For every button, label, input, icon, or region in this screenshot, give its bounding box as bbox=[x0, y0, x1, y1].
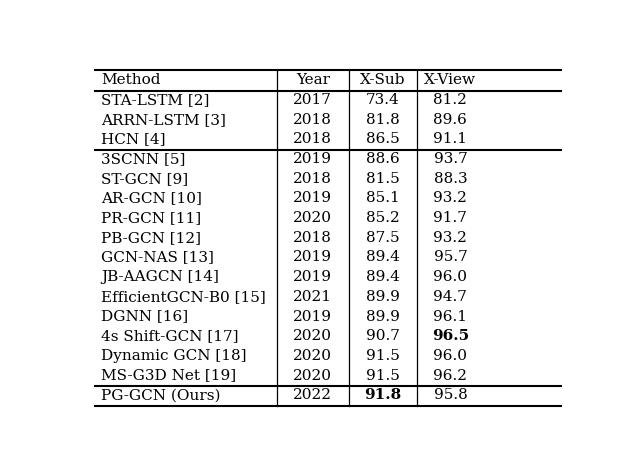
Text: 85.1: 85.1 bbox=[366, 192, 399, 205]
Text: 2018: 2018 bbox=[293, 113, 332, 127]
Text: 2022: 2022 bbox=[293, 388, 332, 402]
Text: 2019: 2019 bbox=[293, 192, 332, 205]
Text: 95.8: 95.8 bbox=[433, 388, 467, 402]
Text: 87.5: 87.5 bbox=[366, 231, 399, 245]
Text: 81.5: 81.5 bbox=[366, 172, 399, 186]
Text: 95.7: 95.7 bbox=[433, 251, 467, 264]
Text: 2018: 2018 bbox=[293, 231, 332, 245]
Text: 2019: 2019 bbox=[293, 309, 332, 324]
Text: AR-GCN [10]: AR-GCN [10] bbox=[101, 192, 202, 205]
Text: Method: Method bbox=[101, 73, 161, 88]
Text: 85.2: 85.2 bbox=[366, 211, 399, 225]
Text: 89.9: 89.9 bbox=[366, 290, 400, 304]
Text: 89.9: 89.9 bbox=[366, 309, 400, 324]
Text: 2020: 2020 bbox=[293, 329, 332, 343]
Text: 2018: 2018 bbox=[293, 132, 332, 146]
Text: 90.7: 90.7 bbox=[366, 329, 400, 343]
Text: 73.4: 73.4 bbox=[366, 93, 399, 107]
Text: X-Sub: X-Sub bbox=[360, 73, 406, 88]
Text: 91.1: 91.1 bbox=[433, 132, 467, 146]
Text: PB-GCN [12]: PB-GCN [12] bbox=[101, 231, 201, 245]
Text: 91.8: 91.8 bbox=[364, 388, 401, 402]
Text: EfficientGCN-B0 [15]: EfficientGCN-B0 [15] bbox=[101, 290, 266, 304]
Text: ST-GCN [9]: ST-GCN [9] bbox=[101, 172, 188, 186]
Text: 96.0: 96.0 bbox=[433, 349, 467, 363]
Text: 2019: 2019 bbox=[293, 251, 332, 264]
Text: ARRN-LSTM [3]: ARRN-LSTM [3] bbox=[101, 113, 226, 127]
Text: 2020: 2020 bbox=[293, 211, 332, 225]
Text: 91.7: 91.7 bbox=[433, 211, 467, 225]
Text: 2020: 2020 bbox=[293, 349, 332, 363]
Text: 81.2: 81.2 bbox=[433, 93, 467, 107]
Text: 96.1: 96.1 bbox=[433, 309, 467, 324]
Text: MS-G3D Net [19]: MS-G3D Net [19] bbox=[101, 368, 236, 383]
Text: 91.5: 91.5 bbox=[366, 349, 400, 363]
Text: 81.8: 81.8 bbox=[366, 113, 399, 127]
Text: X-View: X-View bbox=[424, 73, 476, 88]
Text: HCN [4]: HCN [4] bbox=[101, 132, 165, 146]
Text: 96.2: 96.2 bbox=[433, 368, 467, 383]
Text: 93.2: 93.2 bbox=[433, 192, 467, 205]
Text: 2020: 2020 bbox=[293, 368, 332, 383]
Text: STA-LSTM [2]: STA-LSTM [2] bbox=[101, 93, 209, 107]
Text: 96.5: 96.5 bbox=[432, 329, 469, 343]
Text: DGNN [16]: DGNN [16] bbox=[101, 309, 188, 324]
Text: 88.6: 88.6 bbox=[366, 152, 399, 166]
Text: 2019: 2019 bbox=[293, 152, 332, 166]
Text: 89.6: 89.6 bbox=[433, 113, 467, 127]
Text: 4s Shift-GCN [17]: 4s Shift-GCN [17] bbox=[101, 329, 238, 343]
Text: 91.5: 91.5 bbox=[366, 368, 400, 383]
Text: 3SCNN [5]: 3SCNN [5] bbox=[101, 152, 185, 166]
Text: 2018: 2018 bbox=[293, 172, 332, 186]
Text: 89.4: 89.4 bbox=[366, 270, 400, 284]
Text: PR-GCN [11]: PR-GCN [11] bbox=[101, 211, 201, 225]
Text: 86.5: 86.5 bbox=[366, 132, 399, 146]
Text: Dynamic GCN [18]: Dynamic GCN [18] bbox=[101, 349, 246, 363]
Text: PG-GCN (Ours): PG-GCN (Ours) bbox=[101, 388, 220, 402]
Text: 89.4: 89.4 bbox=[366, 251, 400, 264]
Text: JB-AAGCN [14]: JB-AAGCN [14] bbox=[101, 270, 219, 284]
Text: 93.7: 93.7 bbox=[433, 152, 467, 166]
Text: 88.3: 88.3 bbox=[433, 172, 467, 186]
Text: 2017: 2017 bbox=[293, 93, 332, 107]
Text: 94.7: 94.7 bbox=[433, 290, 467, 304]
Text: 96.0: 96.0 bbox=[433, 270, 467, 284]
Text: 2019: 2019 bbox=[293, 270, 332, 284]
Text: GCN-NAS [13]: GCN-NAS [13] bbox=[101, 251, 214, 264]
Text: 93.2: 93.2 bbox=[433, 231, 467, 245]
Text: Year: Year bbox=[296, 73, 330, 88]
Text: 2021: 2021 bbox=[293, 290, 332, 304]
